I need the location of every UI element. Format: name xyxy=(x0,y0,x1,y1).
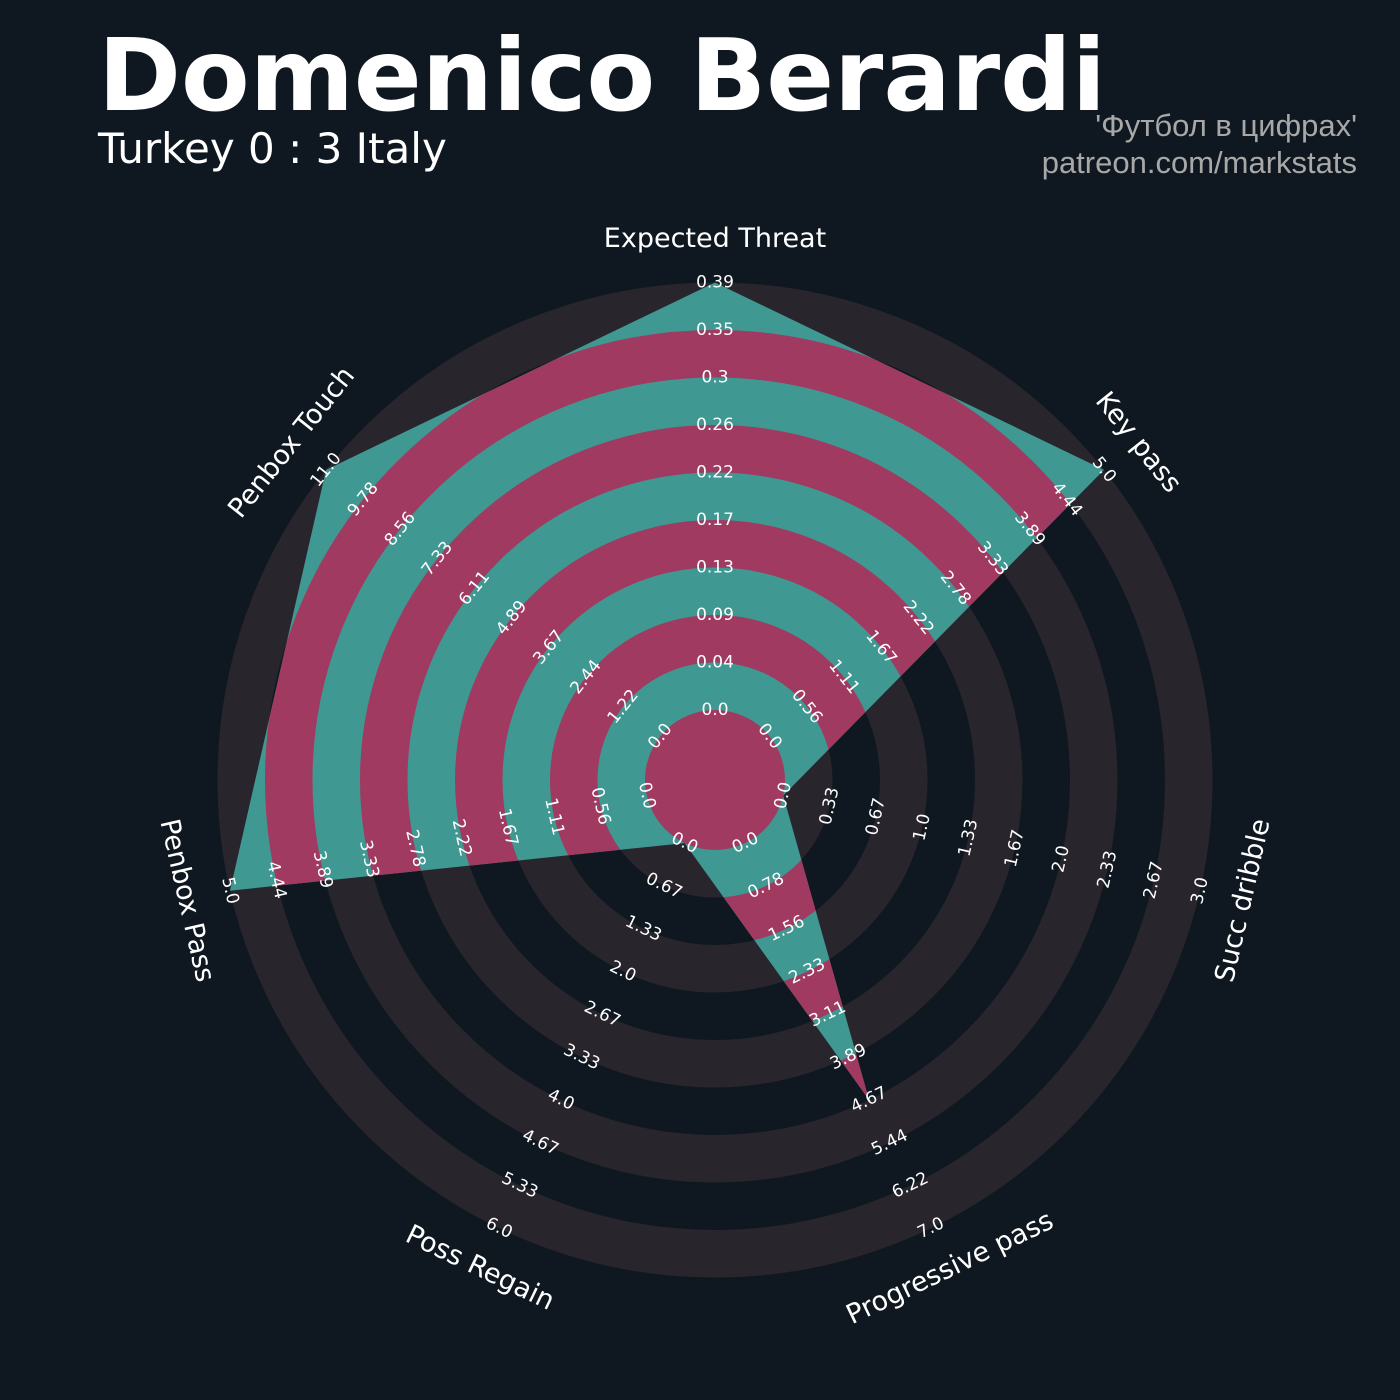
param-label: Succ dribble xyxy=(1209,816,1276,985)
tick-label: 0.04 xyxy=(696,653,734,673)
match-score: Turkey 0 : 3 Italy xyxy=(98,124,447,173)
tick-label: 0.0 xyxy=(701,700,728,720)
param-label: Penbox Pass xyxy=(153,816,220,985)
tick-label: 0.39 xyxy=(696,273,734,293)
tick-label: 0.13 xyxy=(696,558,734,578)
tick-label: 0.17 xyxy=(696,510,734,530)
tick-label: 0.35 xyxy=(696,320,734,340)
tick-label: 0.22 xyxy=(696,463,734,483)
tick-label: 0.26 xyxy=(696,415,734,435)
tick-label: 0.3 xyxy=(701,368,728,388)
tick-label: 0.09 xyxy=(696,605,734,625)
center-disc xyxy=(645,710,785,850)
shape-band xyxy=(265,330,1104,1101)
credit-url: patreon.com/markstats xyxy=(1041,145,1357,180)
credit-name: 'Футбол в цифрах' xyxy=(1095,108,1357,143)
param-label: Expected Threat xyxy=(604,223,826,254)
player-name: Domenico Berardi xyxy=(98,17,1107,134)
